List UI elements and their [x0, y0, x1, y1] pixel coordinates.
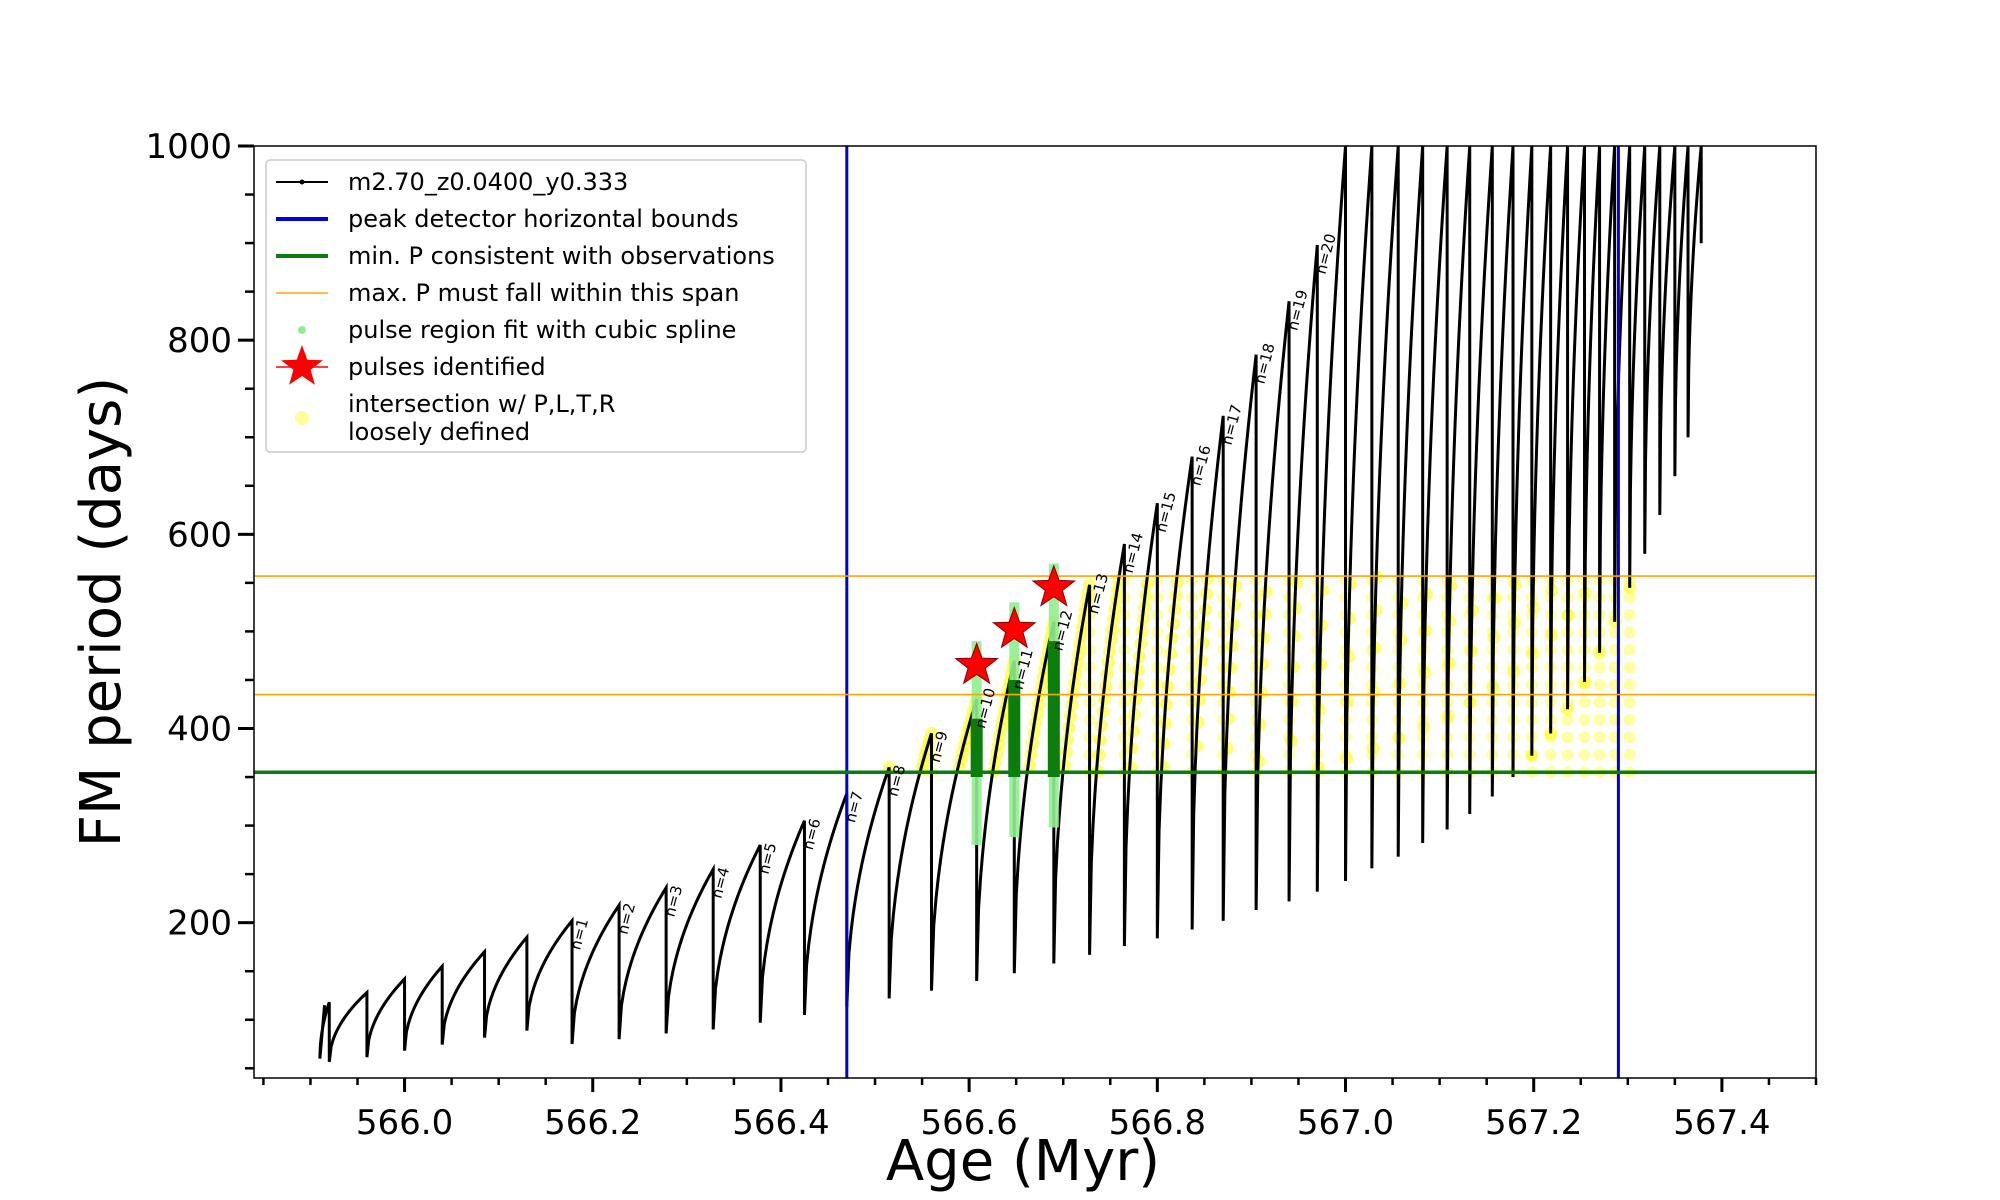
legend-swatch-dot	[299, 179, 305, 185]
intersection-point	[1623, 731, 1636, 744]
intersection-point	[1623, 696, 1636, 709]
pulse-number-label: n=13	[1084, 571, 1112, 615]
legend-box	[265, 159, 807, 453]
legend-label: intersection w/ P,L,T,R	[348, 390, 615, 418]
pulse-number-label: n=18	[1251, 341, 1279, 385]
legend-swatch	[298, 326, 306, 334]
legend-swatch	[281, 345, 323, 385]
x-tick-label: 566.2	[544, 1103, 641, 1143]
intersection-point	[1578, 731, 1591, 744]
intersection-point	[1623, 713, 1636, 726]
legend-label: pulses identified	[348, 353, 546, 381]
x-tick-label: 567.2	[1485, 1103, 1582, 1143]
intersection-point	[1623, 748, 1636, 761]
intersection-point	[1623, 661, 1636, 674]
pulse-number-label: n=15	[1152, 490, 1180, 534]
intersection-point	[1578, 748, 1591, 761]
intersection-point	[1561, 731, 1574, 744]
legend-label: peak detector horizontal bounds	[348, 205, 739, 233]
intersection-point	[1561, 713, 1574, 726]
pulse-number-label: n=17	[1218, 402, 1246, 446]
intersection-point	[1593, 731, 1606, 744]
x-tick-label: 566.8	[1109, 1103, 1206, 1143]
x-tick-label: 567.0	[1297, 1103, 1394, 1143]
plot-frame	[253, 145, 1817, 1079]
legend-label: pulse region fit with cubic spline	[348, 316, 736, 344]
legend-label: m2.70_z0.0400_y0.333	[348, 168, 628, 196]
legend-label: loosely defined	[348, 418, 530, 446]
y-axis-title: FM period (days)	[69, 377, 134, 847]
pulse-number-label: n=16	[1187, 443, 1215, 487]
intersection-point	[1593, 748, 1606, 761]
legend-label: min. P consistent with observations	[348, 242, 775, 270]
intersection-point	[1578, 713, 1591, 726]
intersection-point	[1623, 608, 1636, 621]
intersection-point	[1593, 678, 1606, 691]
x-tick-label: 566.4	[732, 1103, 829, 1143]
y-tick-label: 1000	[145, 127, 232, 167]
y-tick-label: 200	[167, 904, 232, 944]
x-tick-label: 566.0	[356, 1103, 453, 1143]
intersection-point	[1623, 626, 1636, 639]
intersection-point	[1593, 696, 1606, 709]
intersection-point	[1544, 748, 1557, 761]
x-axis-title: Age (Myr)	[886, 1129, 1160, 1194]
y-tick-label: 600	[167, 515, 232, 555]
pulse-number-label: n=14	[1119, 531, 1147, 575]
intersection-point	[1623, 643, 1636, 656]
identified-pulse-star	[1031, 564, 1077, 607]
intersection-point	[1578, 696, 1591, 709]
intersection-point	[1561, 748, 1574, 761]
y-tick-label: 400	[167, 710, 232, 750]
legend-swatch	[295, 411, 309, 425]
x-tick-label: 566.6	[920, 1103, 1017, 1143]
intersection-point	[1623, 591, 1636, 604]
intersection-point	[1593, 713, 1606, 726]
x-tick-label: 567.4	[1673, 1103, 1770, 1143]
identified-pulse-star	[992, 606, 1037, 649]
legend-label: max. P must fall within this span	[348, 279, 739, 307]
axes: 566.0 566.2 566.4 566.6 566.8 567.0 567.2 567.4…	[145, 127, 1818, 1143]
pulse-number-label: n=19	[1284, 288, 1312, 332]
identified-pulse-star	[954, 641, 1000, 685]
intersection-point	[1593, 661, 1606, 674]
y-tick-label: 800	[167, 321, 232, 361]
intersection-point	[1623, 678, 1636, 691]
plot-area: n=1 n=2 n=3n=4n=5n=6n=7n=8n=9n=10n=11n=12n…	[254, 146, 1816, 1078]
